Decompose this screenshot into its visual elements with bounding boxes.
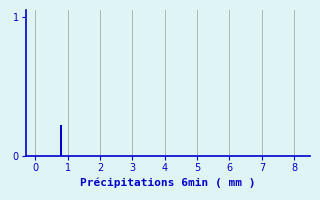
X-axis label: Précipitations 6min ( mm ): Précipitations 6min ( mm ) bbox=[80, 177, 256, 188]
Bar bbox=[60, 125, 62, 156]
